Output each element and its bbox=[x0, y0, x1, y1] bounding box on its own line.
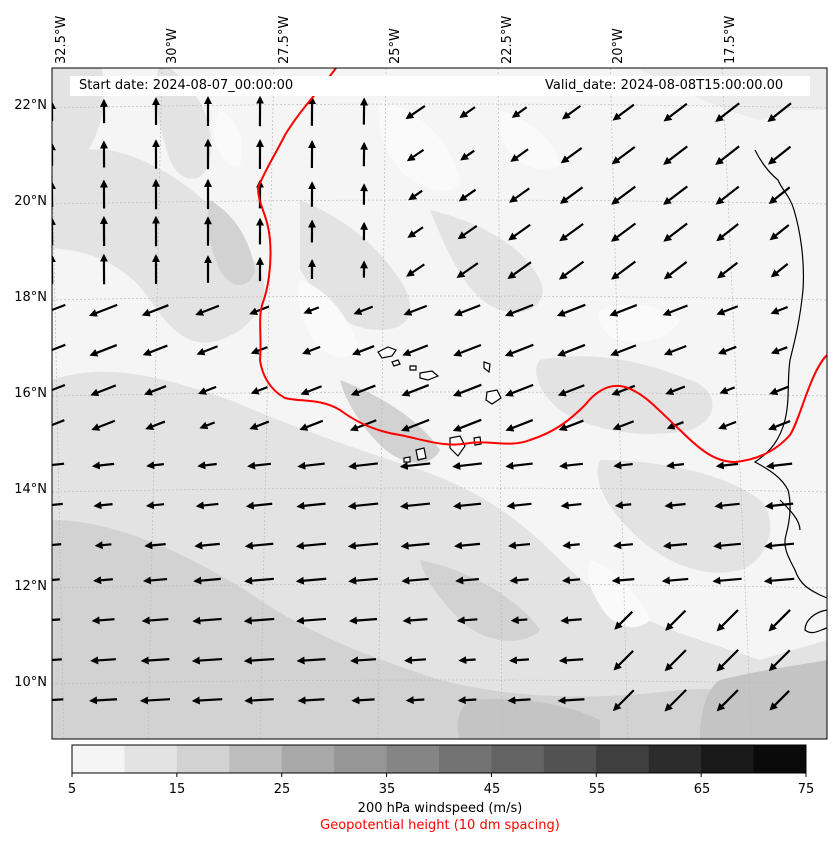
wind-arrow bbox=[511, 659, 529, 660]
wind-arrow bbox=[560, 699, 585, 700]
valid-date-label: Valid_date: 2024-08-08T15:00:00.00 bbox=[545, 78, 783, 93]
colorbar-tick-5: 5 bbox=[68, 782, 76, 797]
lon-label-20w: 20°W bbox=[611, 28, 626, 64]
wind-arrow bbox=[617, 504, 631, 505]
colorbar-swatch bbox=[596, 745, 649, 773]
wind-arrow bbox=[460, 700, 477, 701]
lat-label-16n: 16°N bbox=[0, 386, 47, 401]
wind-arrow bbox=[561, 659, 583, 661]
lon-label-17-5w: 17.5°W bbox=[723, 16, 738, 64]
colorbar-swatch bbox=[491, 745, 544, 773]
colorbar-tick-35: 35 bbox=[379, 782, 396, 797]
colorbar-swatch bbox=[229, 745, 282, 773]
colorbar-tick-75: 75 bbox=[798, 782, 815, 797]
wind-arrow bbox=[459, 619, 478, 620]
lat-label-10n: 10°N bbox=[0, 675, 47, 690]
colorbar-tick-65: 65 bbox=[694, 782, 711, 797]
lat-label-12n: 12°N bbox=[0, 579, 47, 594]
wind-arrow bbox=[91, 699, 117, 701]
colorbar-swatch bbox=[387, 745, 440, 773]
lat-label-18n: 18°N bbox=[0, 290, 47, 305]
colorbar-tick-55: 55 bbox=[589, 782, 606, 797]
wind-arrow bbox=[97, 544, 112, 545]
wind-arrow bbox=[95, 579, 113, 581]
wind-arrow bbox=[564, 544, 579, 545]
colorbar-title: 200 hPa windspeed (m/s) bbox=[0, 801, 837, 816]
start-date-label: Start date: 2024-08-07_00:00:00 bbox=[79, 78, 293, 93]
wind-arrow bbox=[408, 700, 425, 701]
wind-arrow bbox=[511, 579, 528, 580]
colorbar-swatch bbox=[177, 745, 230, 773]
colorbar-swatch bbox=[72, 745, 125, 773]
wind-arrow bbox=[460, 659, 475, 660]
colorbar-swatch bbox=[282, 745, 335, 773]
colorbar bbox=[72, 745, 807, 777]
lat-label-22n: 22°N bbox=[0, 98, 47, 113]
colorbar-swatch bbox=[124, 745, 177, 773]
lon-label-25w: 25°W bbox=[388, 28, 403, 64]
map-plot-area bbox=[39, 60, 827, 745]
lat-label-14n: 14°N bbox=[0, 482, 47, 497]
lat-label-20n: 20°N bbox=[0, 194, 47, 209]
colorbar-tick-15: 15 bbox=[169, 782, 186, 797]
colorbar-tick-45: 45 bbox=[484, 782, 501, 797]
colorbar-swatch bbox=[754, 745, 807, 773]
colorbar-subtitle: Geopotential height (10 dm spacing) bbox=[0, 818, 837, 833]
colorbar-tick-25: 25 bbox=[274, 782, 291, 797]
lon-label-32-5w: 32.5°W bbox=[54, 16, 69, 64]
colorbar-swatch bbox=[544, 745, 597, 773]
wind-arrow bbox=[300, 699, 325, 700]
lon-label-22-5w: 22.5°W bbox=[500, 16, 515, 64]
wind-arrow bbox=[353, 699, 374, 700]
wind-arrow bbox=[562, 619, 581, 620]
wind-arrow bbox=[564, 579, 580, 580]
colorbar-swatch bbox=[649, 745, 702, 773]
wind-arrow bbox=[509, 699, 530, 700]
wind-arrow bbox=[513, 619, 528, 620]
colorbar-swatch bbox=[439, 745, 492, 773]
lon-label-30w: 30°W bbox=[165, 28, 180, 64]
colorbar-swatch bbox=[334, 745, 387, 773]
colorbar-swatch bbox=[701, 745, 754, 773]
wind-arrow bbox=[406, 659, 426, 660]
lon-label-27-5w: 27.5°W bbox=[277, 16, 292, 64]
